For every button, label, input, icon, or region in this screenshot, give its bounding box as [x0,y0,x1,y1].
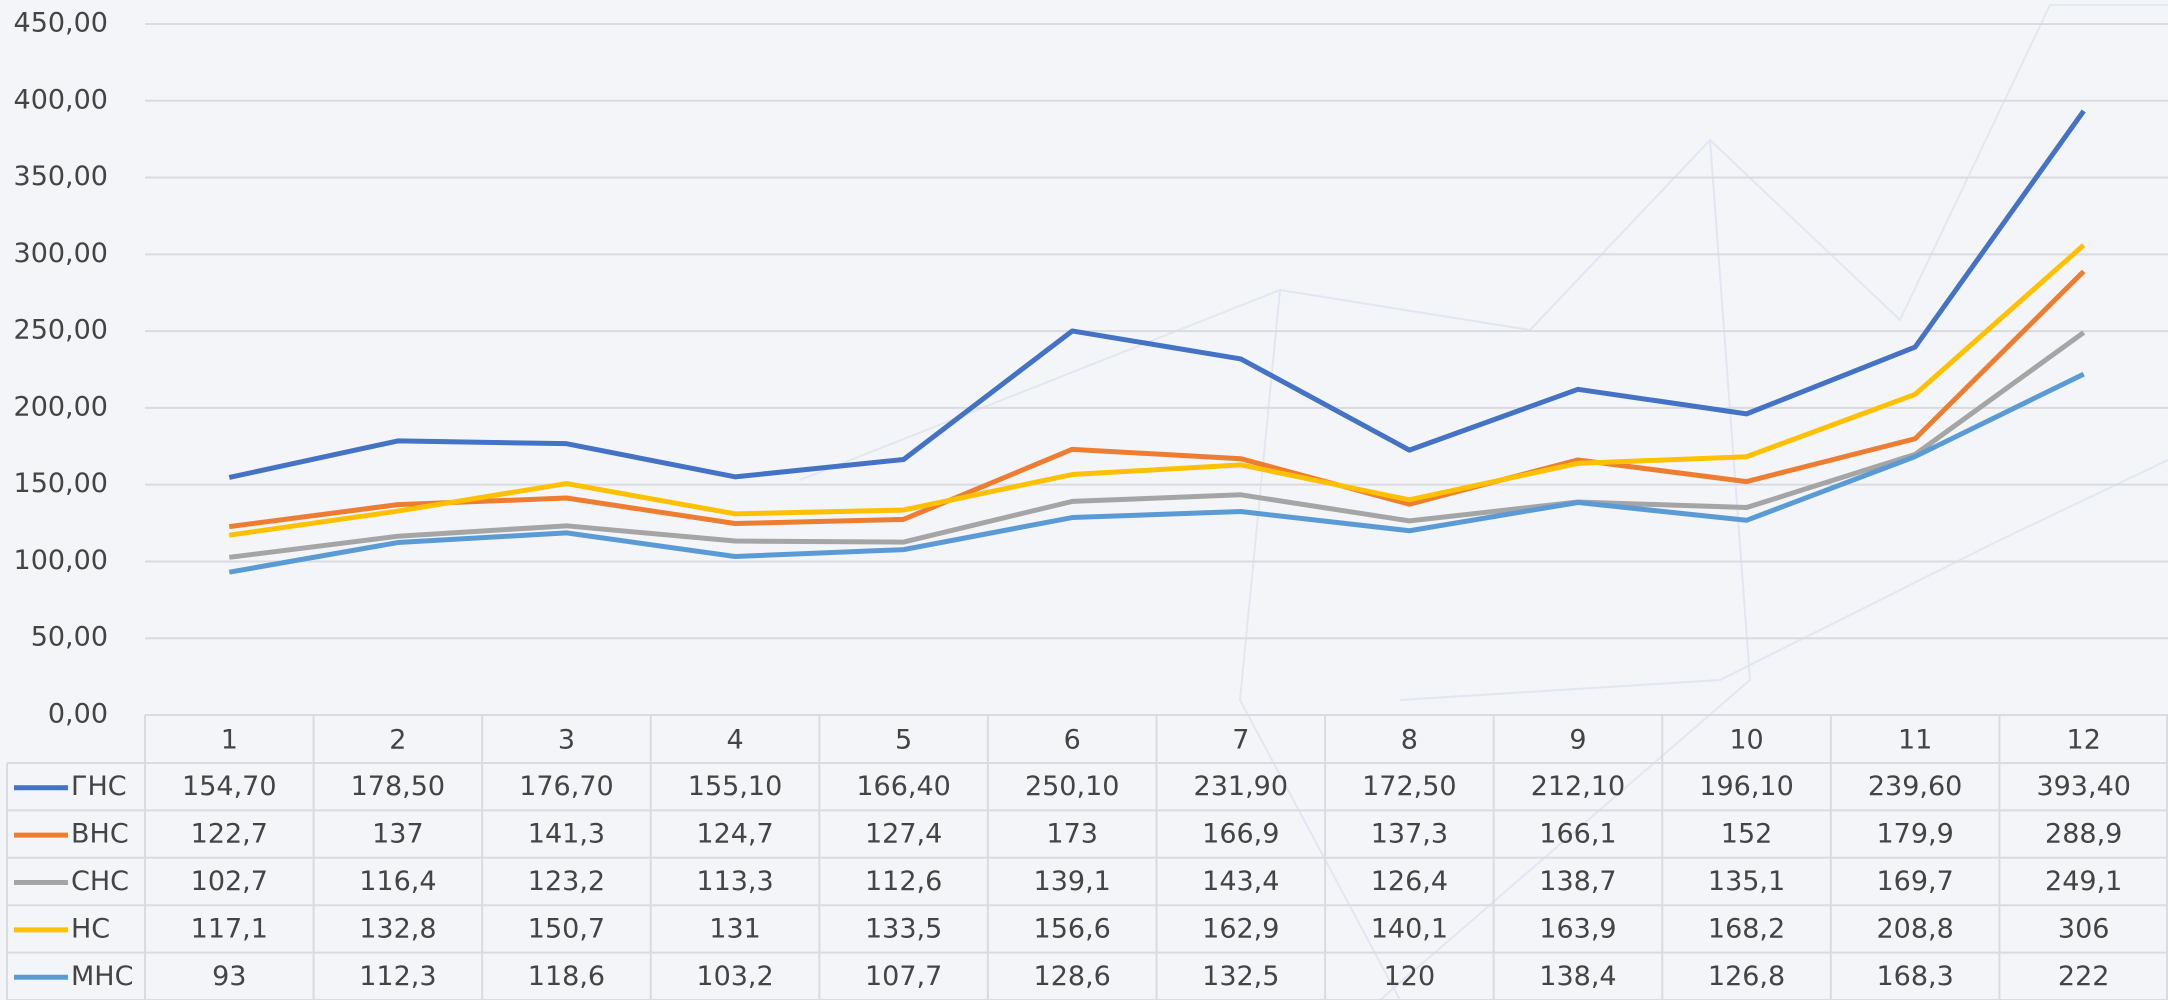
x-tick-label: 12 [2067,725,2101,756]
series-line [228,330,2086,560]
y-tick-label: 0,00 [48,699,108,730]
table-cell: 141,3 [528,819,605,850]
table-cell: 137,3 [1371,819,1448,850]
background-decoration [799,4,2168,1000]
table-cell: 128,6 [1034,961,1111,992]
table-cell: 127,4 [865,819,942,850]
x-tick-label: 4 [726,725,743,756]
table-cell: 118,6 [528,961,605,992]
table-cell: 176,70 [519,771,613,802]
table-cell: 116,4 [359,866,436,897]
table-cell: 156,6 [1034,913,1111,944]
table-cell: 150,7 [528,913,605,944]
x-tick-label: 1 [221,725,238,756]
x-tick-label: 10 [1729,725,1763,756]
table-cell: 172,50 [1362,771,1456,802]
y-tick-label: 150,00 [14,468,108,499]
table-cell: 288,9 [2045,819,2122,850]
table-cell: 107,7 [865,961,942,992]
y-tick-label: 50,00 [31,622,108,653]
table-cell: 113,3 [696,866,773,897]
table-cell: 166,1 [1539,819,1616,850]
table-cell: 169,7 [1876,866,1953,897]
x-tick-label: 11 [1898,725,1932,756]
table-cell: 131 [709,913,761,944]
table-cell: 239,60 [1868,771,1962,802]
table-cell: 117,1 [191,913,268,944]
legend-label: МНС [71,961,133,992]
table-cell: 222 [2058,961,2110,992]
table-cell: 93 [212,961,246,992]
table-cell: 122,7 [191,819,268,850]
y-tick-label: 450,00 [14,8,108,39]
table-cell: 143,4 [1202,866,1279,897]
x-tick-label: 5 [895,725,912,756]
table-cell: 196,10 [1699,771,1793,802]
table-cell: 179,9 [1876,819,1953,850]
table-cell: 120 [1384,961,1436,992]
table-cell: 166,9 [1202,819,1279,850]
x-tick-label: 8 [1401,725,1418,756]
table-cell: 140,1 [1371,913,1448,944]
table-cell: 178,50 [351,771,445,802]
table-cell: 138,7 [1539,866,1616,897]
legend-label: ГНС [71,771,127,802]
table-cell: 124,7 [696,819,773,850]
table-cell: 249,1 [2045,866,2122,897]
series-line [228,269,2086,530]
series-line [228,371,2085,575]
table-cell: 162,9 [1202,913,1279,944]
table-cell: 126,8 [1708,961,1785,992]
table-cell: 102,7 [191,866,268,897]
y-tick-label: 250,00 [14,315,108,346]
table-cell: 138,4 [1539,961,1616,992]
legend-label: СНС [71,866,129,897]
table-cell: 155,10 [688,771,782,802]
legend-label: ВНС [71,819,129,850]
x-tick-label: 6 [1064,725,1081,756]
y-tick-label: 100,00 [14,545,108,576]
table-cell: 139,1 [1034,866,1111,897]
y-tick-label: 200,00 [14,391,108,422]
table-cell: 393,40 [2036,771,2130,802]
table-cell: 126,4 [1371,866,1448,897]
y-tick-label: 400,00 [14,84,108,115]
table-cell: 135,1 [1708,866,1785,897]
table-cell: 168,3 [1876,961,1953,992]
x-tick-label: 7 [1232,725,1249,756]
series-line [228,243,2086,538]
series-line [228,109,2086,480]
table-cell: 137 [372,819,424,850]
table-cell: 133,5 [865,913,942,944]
x-tick-label: 3 [558,725,575,756]
x-tick-label: 2 [389,725,406,756]
table-cell: 112,6 [865,866,942,897]
table-cell: 231,90 [1194,771,1288,802]
table-cell: 123,2 [528,866,605,897]
table-cell: 168,2 [1708,913,1785,944]
table-cell: 154,70 [182,771,276,802]
table-cell: 132,5 [1202,961,1279,992]
table-cell: 112,3 [359,961,436,992]
table-cell: 212,10 [1531,771,1625,802]
table-cell: 163,9 [1539,913,1616,944]
legend-label: НС [71,913,110,944]
table-cell: 208,8 [1876,913,1953,944]
table-cell: 103,2 [696,961,773,992]
table-cell: 152 [1721,819,1773,850]
table-cell: 173 [1046,819,1098,850]
table-cell: 132,8 [359,913,436,944]
y-tick-label: 300,00 [14,238,108,269]
table-cell: 306 [2058,913,2110,944]
table-cell: 166,40 [856,771,950,802]
table-cell: 250,10 [1025,771,1119,802]
x-tick-label: 9 [1569,725,1586,756]
y-tick-label: 350,00 [14,161,108,192]
